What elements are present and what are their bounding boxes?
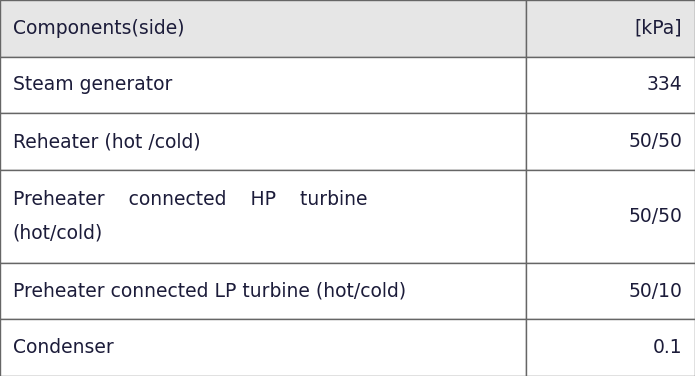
Text: Condenser: Condenser [13, 338, 113, 357]
Text: [kPa]: [kPa] [635, 19, 682, 38]
Bar [526, 319, 695, 376]
Bar [0, 0, 526, 57]
Text: 50/10: 50/10 [628, 282, 682, 300]
Bar [0, 57, 526, 113]
Text: 50/50: 50/50 [628, 207, 682, 226]
Bar [0, 170, 526, 263]
Text: 50/50: 50/50 [628, 132, 682, 151]
Text: (hot/cold): (hot/cold) [13, 223, 103, 243]
Bar [526, 0, 695, 57]
Text: Steam generator: Steam generator [13, 76, 172, 94]
Text: 0.1: 0.1 [653, 338, 682, 357]
Bar [526, 170, 695, 263]
Text: Components(side): Components(side) [13, 19, 184, 38]
Bar [526, 113, 695, 170]
Bar [0, 319, 526, 376]
Bar [0, 263, 526, 319]
Text: Preheater connected LP turbine (hot/cold): Preheater connected LP turbine (hot/cold… [13, 282, 406, 300]
Bar [0, 113, 526, 170]
Text: Preheater    connected    HP    turbine: Preheater connected HP turbine [13, 190, 367, 209]
Text: 334: 334 [647, 76, 682, 94]
Bar [526, 263, 695, 319]
Text: Reheater (hot /cold): Reheater (hot /cold) [13, 132, 200, 151]
Bar [526, 57, 695, 113]
